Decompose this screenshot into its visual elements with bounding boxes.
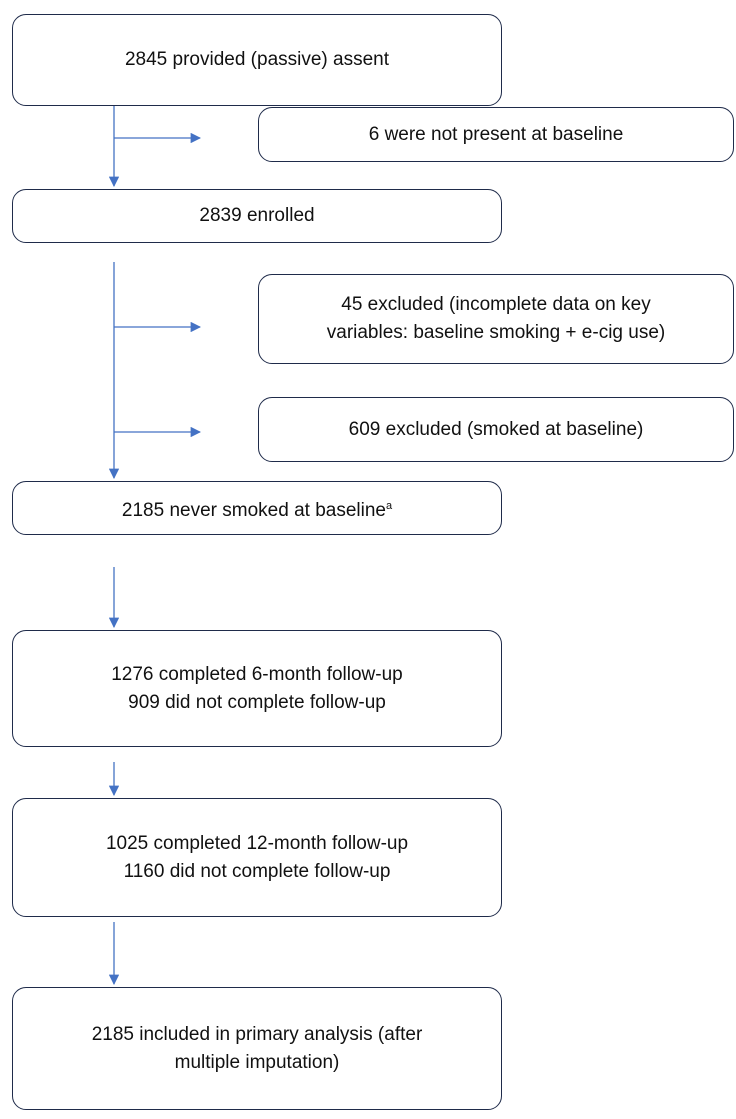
box-line: variables: baseline smoking + e-cig use): [326, 322, 666, 343]
box-text: 6 were not present at baseline: [369, 121, 624, 149]
flow-box: 45 excluded (incomplete data on key varia…: [258, 274, 734, 364]
box-text: variables: baseline smoking + e-cig use): [327, 319, 665, 347]
box-text: 2185 never smoked at baselinea: [122, 492, 392, 525]
box-text: 1276 completed 6-month follow-up: [111, 661, 403, 689]
box-text: 2845 provided (passive) assent: [125, 46, 389, 74]
box-line: 2185 included in primary analysis (after: [91, 1023, 423, 1045]
flow-box: 2845 provided (passive) assent: [12, 14, 502, 106]
flow-box: 2185 included in primary analysis (after…: [12, 987, 502, 1110]
box-line: 909 did not complete follow-up: [128, 691, 386, 713]
box-line: 1160 did not complete follow-up: [123, 860, 391, 882]
superscript: a: [385, 499, 393, 512]
box-text: 1160 did not complete follow-up: [124, 858, 391, 886]
box-text: 909 did not complete follow-up: [128, 689, 386, 717]
box-text: 45 excluded (incomplete data on key: [341, 291, 650, 319]
box-line: 45 excluded (incomplete data on key: [341, 294, 651, 315]
box-text: 2185 included in primary analysis (after: [92, 1021, 423, 1049]
flow-box: 6 were not present at baseline: [258, 107, 734, 162]
box-line: 1276 completed 6-month follow-up: [111, 663, 403, 685]
flow-box: 2185 never smoked at baselinea: [12, 481, 502, 535]
box-text: 609 excluded (smoked at baseline): [349, 416, 644, 444]
box-text: 2839 enrolled: [199, 202, 314, 230]
box-text: multiple imputation): [175, 1049, 340, 1077]
flow-box: 1276 completed 6-month follow-up 909 did …: [12, 630, 502, 747]
box-line: 1025 completed 12-month follow-up: [105, 832, 409, 854]
box-line: 2845 provided (passive) assent: [124, 49, 390, 70]
box-line: 2839 enrolled: [199, 205, 315, 226]
box-text: 1025 completed 12-month follow-up: [106, 830, 408, 858]
flow-box: 2839 enrolled: [12, 189, 502, 243]
flow-box: 1025 completed 12-month follow-up 1160 di…: [12, 798, 502, 917]
box-line: multiple imputation): [174, 1051, 340, 1073]
box-line: 6 were not present at baseline: [368, 123, 624, 145]
box-line: 609 excluded (smoked at baseline): [348, 418, 644, 440]
box-line: 2185 never smoked at baseline: [121, 499, 386, 521]
flow-box: 609 excluded (smoked at baseline): [258, 397, 734, 462]
